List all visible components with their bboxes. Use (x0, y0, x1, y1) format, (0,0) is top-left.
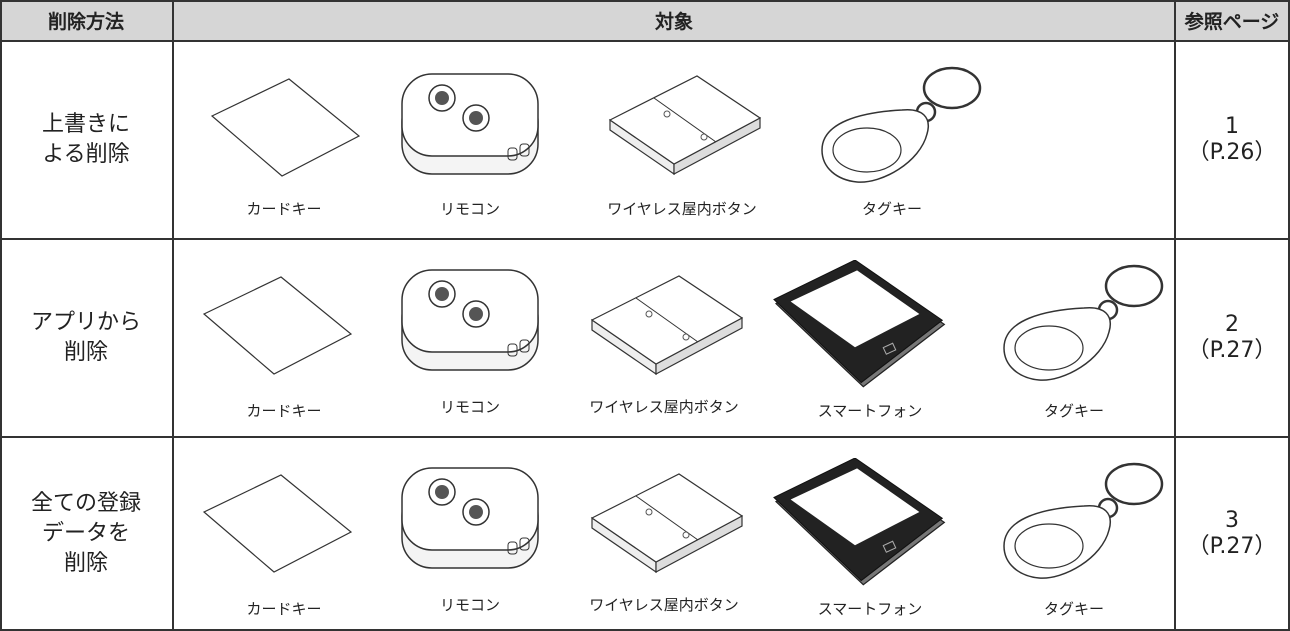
reference-number: 1 (1225, 114, 1239, 139)
item-label: スマートフォン (817, 600, 923, 618)
target-cell: カードキー リモコン ワイヤレス屋内ボタン スマートフォン タグキー (174, 240, 1176, 438)
method-cell: 上書きに よる削除 (0, 42, 174, 240)
remote-icon (380, 60, 560, 190)
method-line: データを (41, 520, 130, 546)
method-line: 削除 (63, 340, 108, 365)
reference-number: 2 (1225, 312, 1239, 337)
item-label: ワイヤレス屋内ボタン (607, 200, 757, 218)
target-cell: カードキー リモコン ワイヤレス屋内ボタン スマートフォン タグキー (174, 438, 1176, 631)
method-cell: 全ての登録 データを 削除 (0, 438, 174, 631)
header-target: 対象 (654, 10, 693, 33)
method-cell: アプリから 削除 (0, 240, 174, 438)
target-cell: カードキー リモコン ワイヤレス屋内ボタン タグキー (174, 42, 1176, 240)
reference-cell: 1 （P.26） (1176, 42, 1290, 240)
wireless-button-icon (574, 460, 754, 590)
remote-icon (380, 454, 560, 584)
header-cell: 参照ページ (1176, 0, 1290, 42)
reference-page: （P.27） (1187, 338, 1277, 363)
wireless-button-icon (574, 262, 754, 392)
item-label: スマートフォン (817, 402, 923, 420)
card-key-icon (186, 460, 366, 590)
item-label: ワイヤレス屋内ボタン (589, 596, 739, 614)
remote-icon (380, 256, 560, 386)
tag-key-icon (984, 260, 1164, 390)
method-line: 上書きに (41, 112, 130, 137)
item-label: リモコン (439, 596, 500, 614)
item-label: タグキー (861, 200, 922, 218)
tag-key-icon (802, 62, 982, 192)
item-label: カードキー (246, 402, 322, 420)
tag-key-icon (984, 458, 1164, 588)
card-key-icon (186, 262, 366, 392)
item-label: リモコン (439, 200, 500, 218)
reference-cell: 2 （P.27） (1176, 240, 1290, 438)
item-label: リモコン (439, 398, 500, 416)
item-label: ワイヤレス屋内ボタン (589, 398, 739, 416)
item-label: カードキー (246, 600, 322, 618)
header-reference: 参照ページ (1184, 10, 1280, 33)
reference-page: （P.26） (1187, 140, 1277, 165)
method-line: よる削除 (42, 142, 130, 167)
header-cell: 削除方法 (0, 0, 174, 42)
card-key-icon (194, 64, 374, 194)
item-label: カードキー (246, 200, 322, 218)
header-cell: 対象 (174, 0, 1176, 42)
header-method: 削除方法 (47, 10, 124, 33)
method-line: 削除 (63, 550, 108, 576)
method-line: 全ての登録 (30, 490, 141, 516)
smartphone-icon (760, 260, 950, 395)
smartphone-icon (760, 458, 950, 593)
reference-cell: 3 （P.27） (1176, 438, 1290, 631)
item-label: タグキー (1043, 600, 1104, 618)
reference-page: （P.27） (1187, 533, 1277, 559)
item-label: タグキー (1043, 402, 1104, 420)
reference-number: 3 (1225, 507, 1239, 533)
method-line: アプリから (30, 310, 141, 335)
wireless-button-icon (592, 62, 772, 192)
